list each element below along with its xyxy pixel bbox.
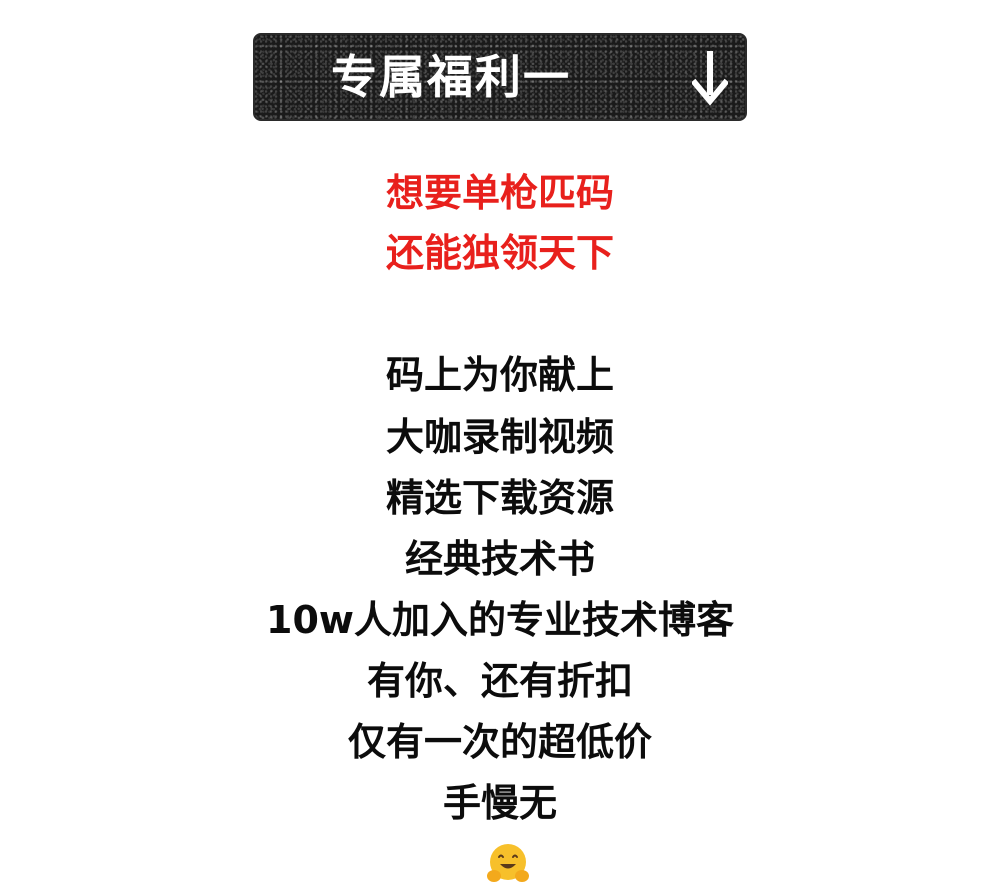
welfare-banner: 专属福利一 <box>253 33 747 121</box>
body-line-6: 有你、还有折扣 <box>366 659 633 703</box>
body-line-2: 大咖录制视频 <box>385 415 614 459</box>
highlight-line-2: 还能独领天下 <box>385 231 614 275</box>
body-line-1: 码上为你献上 <box>385 353 614 397</box>
hugging-face-icon <box>487 844 529 882</box>
banner-title: 专属福利一 <box>331 50 571 104</box>
body-line-4: 经典技术书 <box>404 537 595 581</box>
body-line-7: 仅有一次的超低价 <box>347 720 652 764</box>
arrow-down-icon <box>692 51 728 106</box>
body-line-5: 10w人加入的专业技术博客 <box>266 598 734 642</box>
highlight-line-1: 想要单枪匹码 <box>385 171 614 215</box>
body-line-8: 手慢无 <box>442 781 557 825</box>
body-line-3: 精选下载资源 <box>385 476 614 520</box>
